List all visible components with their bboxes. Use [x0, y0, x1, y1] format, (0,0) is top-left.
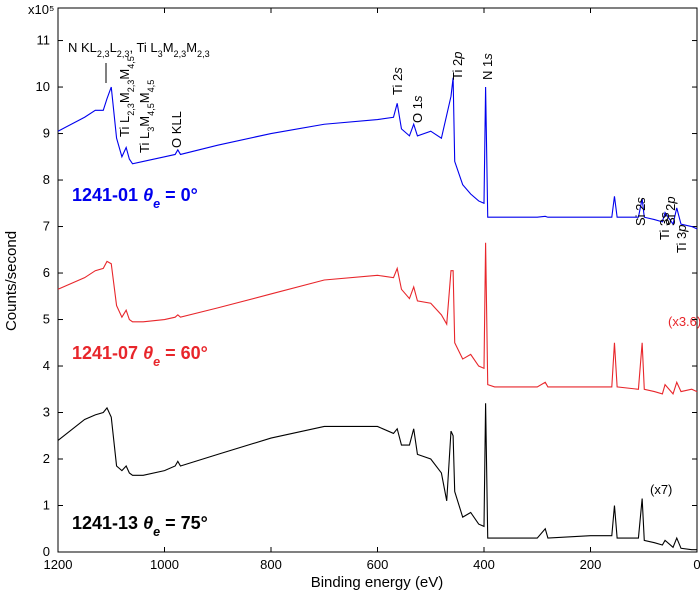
- y-tick-label: 6: [43, 265, 50, 280]
- peak-annotation: Ti L2,3M2,3M4,5: [117, 56, 136, 137]
- text-part: p: [674, 225, 689, 233]
- text-part: Ti 2: [450, 59, 465, 80]
- text-part: M: [186, 40, 197, 55]
- y-tick-label: 4: [43, 358, 50, 373]
- peak-annotation: Ti L3M4,5M4,5: [137, 80, 156, 153]
- y-tick-label: 10: [36, 79, 50, 94]
- text-part: 2,3: [97, 49, 110, 59]
- text-part: O KLL: [169, 111, 184, 148]
- y-tick-label: 5: [43, 312, 50, 327]
- text-part: Si 2: [663, 204, 678, 226]
- text-part: (x3.6): [668, 314, 700, 329]
- text-part: θ: [143, 185, 153, 205]
- text-part: 2,3: [126, 80, 136, 93]
- peak-annotation: Si 2p: [663, 196, 678, 226]
- text-part: 4,5: [146, 80, 156, 93]
- peak-annotation: O 1s: [410, 95, 425, 123]
- x-tick-label: 1200: [44, 557, 73, 572]
- y-tick-label: 3: [43, 405, 50, 420]
- text-part: s: [390, 67, 405, 74]
- text-part: s: [657, 212, 672, 219]
- text-part: 3: [158, 49, 163, 59]
- text-part: s: [410, 95, 425, 102]
- text-part: = 60°: [160, 343, 208, 363]
- text-part: 4,5: [126, 56, 136, 69]
- spectrum-line: [57, 403, 697, 551]
- text-part: 3: [146, 127, 156, 132]
- text-part: 1241-07: [72, 343, 143, 363]
- y-axis-label: Counts/second: [3, 231, 20, 331]
- series-label: 1241-13 θe = 75°: [72, 513, 208, 539]
- text-part: Ti L: [137, 132, 152, 153]
- text-part: M: [117, 92, 132, 103]
- peak-annotation: (x7): [650, 482, 672, 497]
- x-tick-label: 1000: [150, 557, 179, 572]
- text-part: O 1: [410, 102, 425, 123]
- x-tick-label: 600: [367, 557, 389, 572]
- text-part: p: [663, 196, 678, 204]
- peak-annotation: O KLL: [169, 111, 184, 148]
- y-tick-label: 0: [43, 544, 50, 559]
- text-part: Ti L: [117, 116, 132, 137]
- x-tick-label: 200: [580, 557, 602, 572]
- spectrum-line: [57, 77, 698, 230]
- text-part: M: [137, 116, 152, 127]
- text-part: M: [163, 40, 174, 55]
- y-multiplier: x10⁵: [28, 2, 54, 17]
- text-part: p: [450, 52, 465, 60]
- peak-annotation: N KL2,3L2,3, Ti L3M2,3M2,3: [68, 40, 210, 59]
- text-part: e: [153, 197, 160, 211]
- x-tick-label: 400: [473, 557, 495, 572]
- peak-annotation: N 1s: [480, 53, 495, 80]
- text-part: s: [480, 53, 495, 60]
- peak-annotation: Ti 3p: [674, 225, 689, 253]
- text-part: e: [153, 525, 160, 539]
- y-tick-label: 7: [43, 219, 50, 234]
- text-part: Ti 3: [657, 219, 672, 240]
- text-part: 2,3: [117, 49, 130, 59]
- text-part: s: [633, 197, 648, 204]
- text-part: Si 2: [633, 204, 648, 226]
- spectrum-line: [57, 242, 698, 396]
- series-label: 1241-01 θe = 0°: [72, 185, 198, 211]
- text-part: N 1: [480, 60, 495, 80]
- text-part: L: [110, 40, 117, 55]
- y-tick-label: 1: [43, 498, 50, 513]
- text-part: e: [153, 355, 160, 369]
- y-tick-label: 8: [43, 172, 50, 187]
- peak-annotation: (x3.6): [668, 314, 700, 329]
- y-tick-label: 2: [43, 451, 50, 466]
- peak-annotation: Ti 2p: [450, 52, 465, 80]
- x-tick-label: 0: [693, 557, 700, 572]
- y-tick-label: 9: [43, 126, 50, 141]
- text-part: (x7): [650, 482, 672, 497]
- x-tick-label: 800: [260, 557, 282, 572]
- text-part: = 75°: [160, 513, 208, 533]
- text-part: 4,5: [146, 103, 156, 116]
- text-part: Ti 3: [674, 232, 689, 253]
- y-tick-label: 11: [37, 33, 51, 48]
- text-part: 2,3: [174, 49, 187, 59]
- text-part: 2,3: [197, 49, 210, 59]
- series-label: 1241-07 θe = 60°: [72, 343, 208, 369]
- peak-annotation: Ti 2s: [390, 67, 405, 95]
- x-axis-label: Binding energy (eV): [311, 574, 444, 591]
- text-part: 1241-13: [72, 513, 143, 533]
- text-part: 2,3: [126, 103, 136, 116]
- text-part: M: [137, 92, 152, 103]
- text-part: , Ti L: [129, 40, 157, 55]
- text-part: N KL: [68, 40, 97, 55]
- text-part: Ti 2: [390, 74, 405, 95]
- text-part: 1241-01: [72, 185, 143, 205]
- peak-annotation: Si 2s: [633, 197, 648, 226]
- text-part: M: [117, 69, 132, 80]
- text-part: = 0°: [160, 185, 198, 205]
- peak-annotation: Ti 3s: [657, 212, 672, 240]
- text-part: θ: [143, 513, 153, 533]
- text-part: θ: [143, 343, 153, 363]
